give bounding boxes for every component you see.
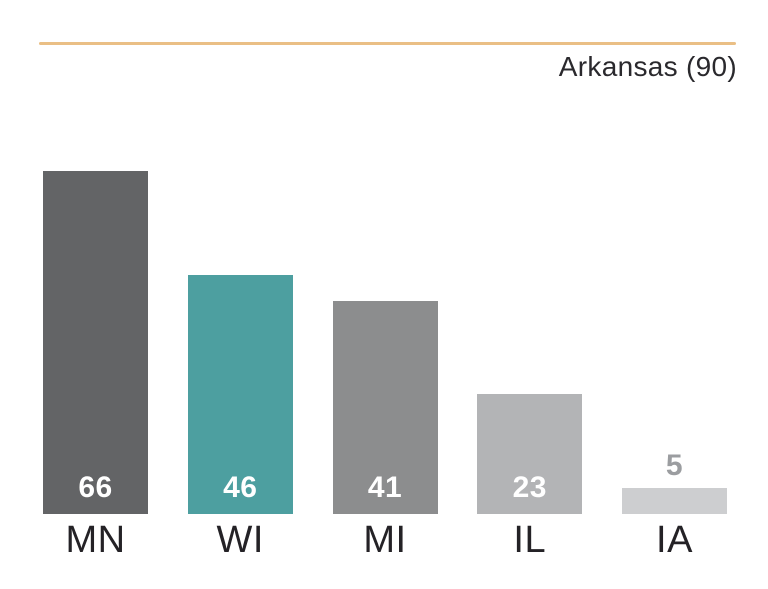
chart-title: Arkansas (90) [558, 51, 737, 82]
bar-value-label: 46 [223, 471, 258, 504]
bar-WI: 46 [187, 274, 293, 514]
header-rule [39, 42, 736, 45]
bar-value-label: 5 [665, 449, 684, 482]
bar-MI: 41 [332, 300, 438, 514]
bar-value-label: 41 [367, 471, 403, 504]
bar-plot: 66 MN 46 WI 41 MI 23 IL 5 IA [43, 46, 727, 560]
bar-MN: 66 [43, 170, 148, 514]
bar-value-label: 23 [512, 471, 547, 504]
x-axis-label-IL: IL [513, 519, 547, 561]
bar-IA: 5 [622, 449, 727, 514]
x-axis-label-MN: MN [65, 519, 126, 561]
x-axis-label-IA: IA [656, 519, 693, 561]
bar-IL: 23 [477, 394, 583, 514]
x-axis-label-MI: MI [363, 519, 407, 561]
x-axis-label-WI: WI [216, 519, 264, 561]
bar-value-label: 66 [78, 471, 113, 504]
